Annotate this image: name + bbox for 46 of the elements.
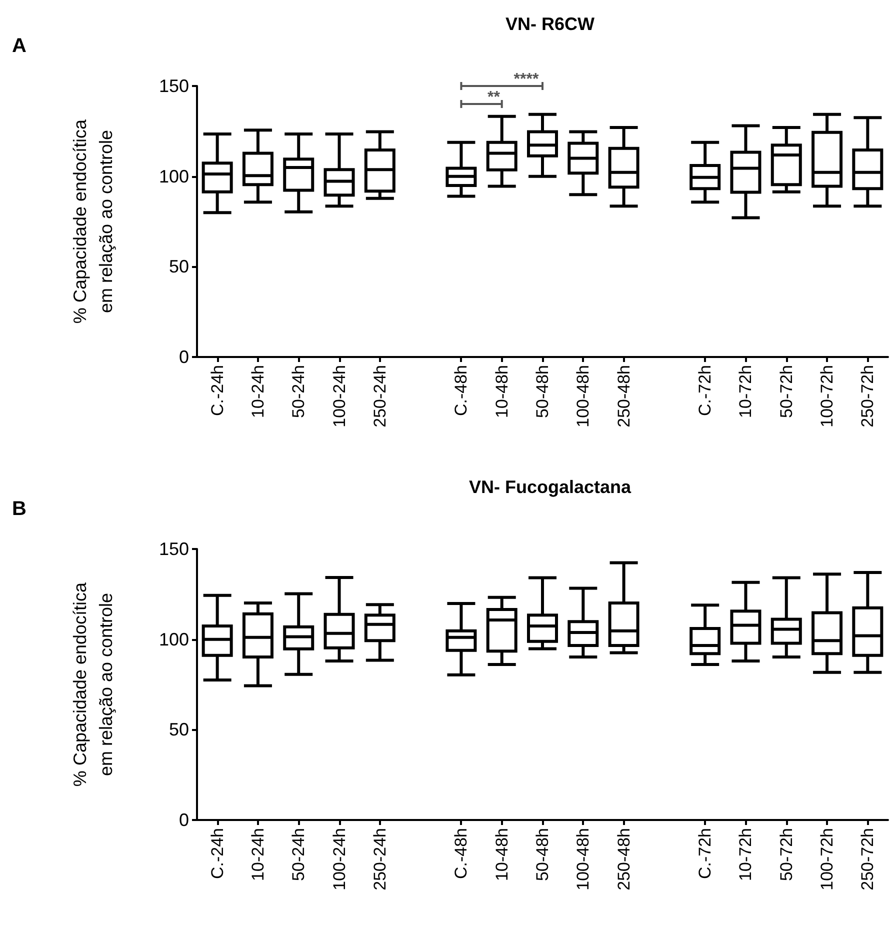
x-tick-label: 100-24h (330, 828, 349, 890)
x-tick-label: 50-72h (776, 365, 796, 418)
x-tick-label: 100-48h (574, 828, 593, 890)
x-tick-label: 50-48h (533, 365, 552, 418)
x-tick-label: C.-48h (452, 828, 471, 880)
chart-title: VN- Fucogalactana (468, 477, 632, 497)
x-tick-label: 100-72h (818, 828, 837, 890)
text: B (12, 498, 26, 520)
y-tick-label: 50 (168, 720, 189, 740)
x-tick-label: C.-72h (696, 365, 715, 416)
x-tick-label: 50-24h (289, 828, 308, 881)
x-tick-label: 50-48h (533, 828, 552, 881)
x-tick-label: 100-24h (330, 365, 349, 428)
x-tick-label: C.-24h (208, 365, 227, 416)
x-tick-label: 250-48h (614, 365, 634, 428)
x-tick-label: 250-24h (370, 828, 390, 890)
x-tick-label: 250-72h (858, 828, 878, 890)
y-tick-label: 150 (158, 76, 189, 96)
x-tick-label: 50-72h (776, 828, 796, 881)
x-tick-label: C.-24h (208, 828, 227, 880)
y-tick-label: 100 (158, 166, 189, 186)
x-tick-label: 10-24h (248, 828, 268, 881)
x-tick-label: 10-48h (492, 828, 512, 881)
x-tick-label: C.-72h (696, 828, 715, 880)
y-axis-title: % Capacidade endocítica em relação ao controle (70, 581, 116, 787)
x-tick-label: 100-72h (818, 365, 837, 428)
x-tick-label: 250-72h (858, 365, 878, 428)
y-tick-label: 100 (158, 629, 189, 650)
y-tick-label: 0 (178, 810, 189, 830)
y-tick-label: 50 (168, 256, 189, 277)
x-tick-label: 10-48h (492, 365, 512, 418)
x-tick-label: 10-72h (736, 365, 756, 418)
x-tick-label: 10-24h (248, 365, 268, 418)
y-tick-label: 150 (158, 539, 189, 559)
x-tick-label: 50-24h (289, 365, 308, 418)
x-tick-label: C.-48h (452, 365, 471, 416)
text: A (12, 35, 26, 57)
x-tick-label: 250-24h (370, 365, 390, 428)
chart-title: VN- R6CW (506, 14, 595, 34)
y-axis-title: % Capacidade endocítica em relação ao controle (70, 118, 116, 324)
x-tick-label: 100-48h (574, 365, 593, 428)
y-tick-label: 0 (178, 347, 189, 367)
annotation: **** (514, 71, 540, 88)
annotation: ** (487, 89, 501, 106)
x-tick-label: 250-48h (614, 828, 634, 890)
x-tick-label: 10-72h (736, 828, 756, 881)
